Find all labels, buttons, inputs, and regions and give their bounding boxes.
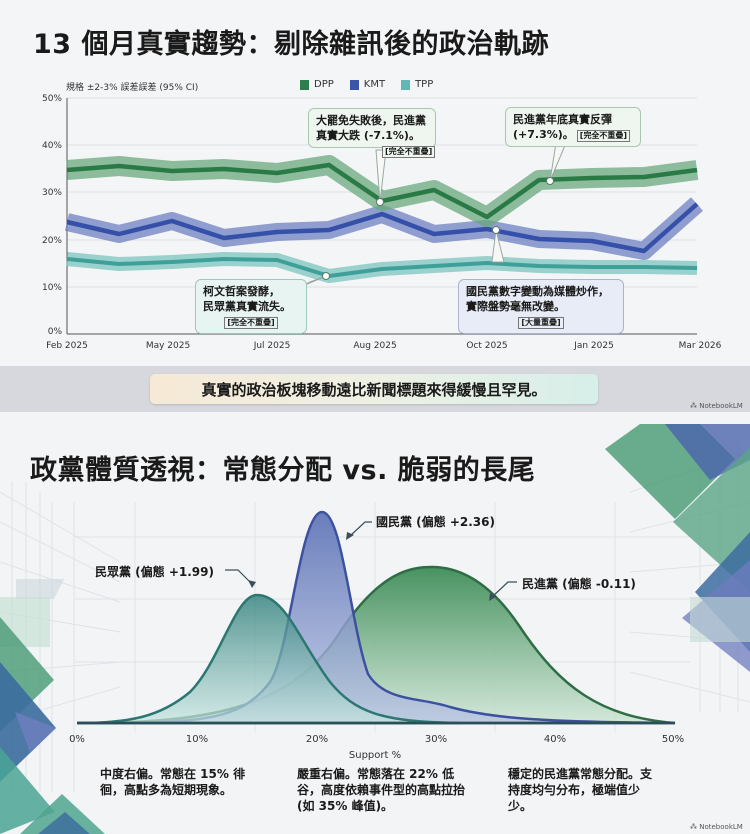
x-tick-labels: Feb 2025 May 2025 Jul 2025 Aug 2025 Oct …	[46, 341, 721, 351]
kmt-description: 嚴重右偏。常態落在 22% 低谷，高度依賴事件型的高點拉抬 (如 35% 峰值)…	[297, 767, 466, 813]
callout-kmt-noise: 國民黨數字變動為媒體炒作， 實際盤勢毫無改變。 [大量重疊]	[458, 279, 624, 334]
svg-text:40%: 40%	[544, 734, 566, 745]
svg-text:50%: 50%	[42, 94, 62, 104]
callout-text: 大罷免失敗後，民進黨	[316, 114, 426, 127]
svg-text:10%: 10%	[42, 283, 62, 293]
svg-text:Feb 2025: Feb 2025	[46, 341, 88, 351]
x-tick-labels: 0% 10% 20% 30% 40% 50%	[69, 734, 684, 745]
distribution-chart: 0% 10% 20% 30% 40% 50% Support %	[69, 510, 684, 761]
svg-text:Oct 2025: Oct 2025	[466, 341, 507, 351]
label-arrows	[225, 521, 517, 598]
callout-tag: [完全不重疊]	[576, 130, 631, 142]
callout-tag: [完全不重疊]	[382, 146, 436, 158]
chart-legend: DPP KMT TPP	[300, 79, 433, 90]
svg-text:20%: 20%	[42, 236, 62, 246]
distribution-slide: 政黨體質透視：常態分配 vs. 脆弱的長尾	[0, 412, 750, 834]
callout-dpp-drop: 大罷免失敗後，民進黨 真實大跌 (-7.1%)。	[308, 108, 436, 148]
svg-text:30%: 30%	[42, 188, 62, 198]
legend-label: KMT	[363, 79, 386, 90]
callout-text: 真實大跌 (-7.1%)。	[316, 129, 420, 142]
watermark: ⁂ NotebookLM	[690, 823, 743, 831]
distribution-title: 政黨體質透視：常態分配 vs. 脆弱的長尾	[30, 455, 536, 486]
trend-slide: 13 個月真實趨勢：剔除雜訊後的政治軌跡 規格 ±2-3% 誤差誤差 (95% …	[0, 0, 750, 412]
callout-tag: [大量重疊]	[518, 317, 564, 329]
tpp-series	[66, 252, 698, 283]
dpp-description: 穩定的民進黨常態分配。支持度均勻分布，極端值少少。	[508, 767, 653, 813]
notebooklm-logo-icon: ⁂	[690, 402, 700, 410]
callout-tag: [完全不重疊]	[224, 317, 278, 329]
arrowheads	[248, 532, 497, 601]
watermark-text: NotebookLM	[699, 402, 743, 410]
callout-text: (+7.3%)。	[513, 128, 574, 141]
watermark: ⁂ NotebookLM	[690, 402, 743, 410]
callout-text: 柯文哲案發酵，	[203, 285, 280, 298]
dpp-swatch-icon	[300, 79, 309, 90]
svg-text:10%: 10%	[186, 734, 208, 745]
svg-text:Aug 2025: Aug 2025	[353, 341, 396, 351]
y-tick-labels: 50% 40% 30% 20% 10% 0%	[42, 94, 62, 337]
legend-tpp: TPP	[401, 79, 433, 90]
legend-label: DPP	[314, 79, 334, 90]
tpp-distribution	[76, 593, 461, 725]
kmt-skew-label: 國民黨 (偏態 +2.36)	[376, 515, 495, 529]
tpp-description: 中度右偏。常態在 15% 徘徊，高點多為短期現象。	[100, 767, 246, 797]
callout-text: 民眾黨真實流失。	[203, 300, 291, 313]
x-axis-label: Support %	[349, 750, 401, 761]
ci-note: 規格 ±2-3% 誤差誤差 (95% CI)	[66, 83, 199, 93]
svg-text:Jul 2025: Jul 2025	[253, 341, 291, 351]
callout-dpp-rebound: 民進黨年底真實反彈 (+7.3%)。 [完全不重疊]	[505, 107, 641, 147]
callout-text: 國民黨數字變動為媒體炒作，	[466, 285, 609, 298]
legend-dpp: DPP	[300, 79, 334, 90]
callout-tpp-loss: 柯文哲案發酵， 民眾黨真實流失。 [完全不重疊]	[195, 279, 307, 334]
svg-text:40%: 40%	[42, 141, 62, 151]
notebooklm-logo-icon: ⁂	[690, 823, 700, 831]
tpp-skew-label: 民眾黨 (偏態 +1.99)	[95, 565, 214, 579]
svg-text:Jan 2025: Jan 2025	[573, 341, 614, 351]
svg-text:20%: 20%	[306, 734, 328, 745]
svg-text:May 2025: May 2025	[146, 341, 190, 351]
kmt-series	[64, 197, 703, 260]
callout-text: 民進黨年底真實反彈	[513, 113, 612, 126]
svg-text:50%: 50%	[662, 734, 684, 745]
trend-title: 13 個月真實趨勢：剔除雜訊後的政治軌跡	[33, 29, 549, 60]
dpp-skew-label: 民進黨 (偏態 -0.11)	[522, 577, 636, 591]
svg-text:0%: 0%	[48, 327, 63, 337]
legend-label: TPP	[415, 79, 434, 90]
svg-text:30%: 30%	[425, 734, 447, 745]
highlight-markers	[322, 177, 554, 280]
svg-text:0%: 0%	[69, 734, 85, 745]
line-chart: 50% 40% 30% 20% 10% 0% Feb 2025 May 2025…	[42, 94, 722, 351]
legend-kmt: KMT	[349, 79, 386, 90]
kmt-swatch-icon	[349, 79, 359, 90]
watermark-text: NotebookLM	[699, 823, 743, 831]
callout-text: 實際盤勢毫無改變。	[466, 300, 565, 313]
takeaway-banner: 真實的政治板塊移動遠比新聞標題來得緩慢且罕見。	[150, 374, 598, 404]
svg-text:Mar 2026: Mar 2026	[679, 341, 722, 351]
tpp-swatch-icon	[401, 79, 411, 90]
decorative-background	[0, 424, 750, 834]
